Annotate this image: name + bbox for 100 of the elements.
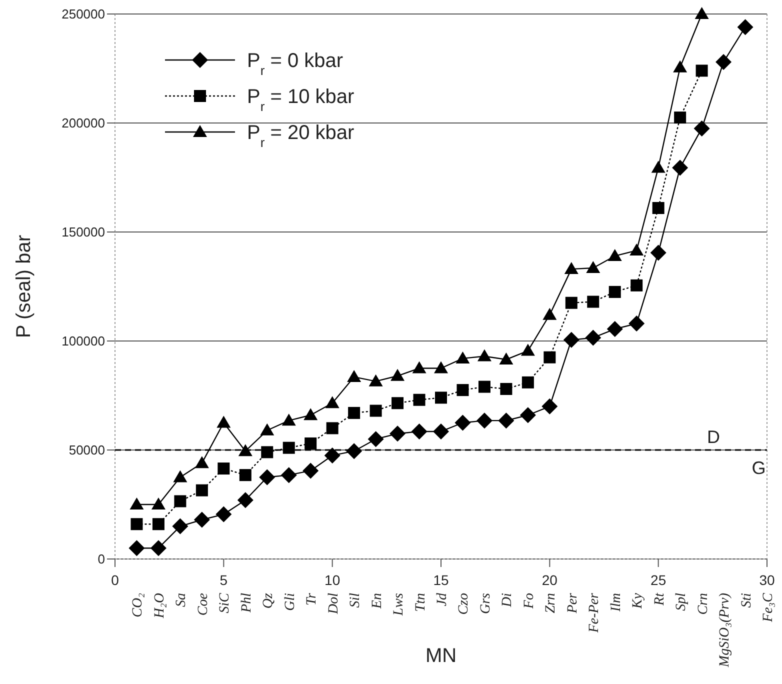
point	[696, 64, 708, 77]
text: Di	[500, 592, 516, 608]
text: Grs	[478, 592, 494, 614]
y-tick-label: 50000	[68, 442, 105, 458]
point	[368, 431, 384, 448]
point	[237, 492, 254, 508]
point	[390, 426, 406, 442]
text: Sti	[739, 592, 754, 608]
point	[412, 361, 426, 374]
text: Tr	[304, 592, 320, 606]
text: H₂O	[152, 593, 168, 620]
point	[652, 202, 664, 214]
text: Coe	[196, 593, 211, 616]
point	[304, 408, 318, 420]
point	[150, 540, 166, 556]
point	[672, 160, 688, 176]
point	[216, 506, 232, 522]
point	[128, 540, 145, 556]
point	[151, 498, 166, 510]
point	[152, 518, 164, 530]
point	[172, 518, 188, 534]
point	[563, 332, 580, 348]
point	[392, 397, 404, 410]
point	[260, 423, 274, 436]
point	[585, 330, 602, 346]
x-tick-label: 25	[650, 572, 666, 588]
point	[261, 446, 274, 458]
point	[326, 422, 338, 434]
point	[196, 484, 208, 496]
point	[282, 442, 295, 454]
point	[454, 414, 471, 431]
point	[324, 447, 340, 464]
text: Ky	[630, 592, 646, 610]
text: Crn	[696, 593, 711, 615]
y-tick-label: 0	[98, 552, 105, 567]
point	[630, 279, 643, 292]
point	[650, 244, 666, 261]
point	[694, 7, 709, 19]
x-tick-label: 5	[220, 572, 228, 588]
point	[628, 316, 645, 332]
text: Dol	[326, 592, 342, 615]
text: Fo	[522, 593, 537, 610]
point	[476, 412, 492, 429]
text: En	[370, 593, 385, 610]
point	[478, 380, 490, 393]
point	[716, 54, 732, 70]
text: MgSiO₃(Prv)	[718, 592, 733, 668]
point	[586, 260, 600, 273]
point	[413, 394, 426, 406]
point	[368, 374, 383, 386]
x-tick-label: 0	[111, 572, 120, 588]
point	[564, 262, 578, 274]
y-tick-label: 250000	[62, 6, 105, 22]
y-tick-label: 100000	[62, 334, 105, 349]
x-tick-label: 20	[542, 572, 558, 588]
text: Spl	[674, 592, 690, 611]
text: SiC	[218, 592, 233, 614]
point	[194, 512, 210, 528]
point	[173, 470, 188, 482]
legend-label: P$_{r}$ = 20 kbar	[247, 122, 355, 150]
point	[694, 120, 710, 136]
y-tick-label: 200000	[62, 116, 105, 131]
point	[239, 469, 252, 482]
point	[630, 244, 644, 256]
point	[520, 407, 536, 424]
point	[259, 469, 276, 486]
x-axis-title: MN	[425, 645, 457, 667]
point	[606, 321, 623, 338]
text: Gli	[282, 592, 298, 611]
ref-line-label: D	[707, 427, 720, 447]
text: Ttn	[413, 593, 428, 612]
point	[194, 456, 209, 468]
text: Jd	[435, 592, 450, 606]
point	[500, 382, 512, 395]
text: CO₂	[130, 592, 146, 618]
point	[673, 60, 688, 72]
point	[499, 352, 514, 365]
y-axis-title: P (seal) bar	[13, 234, 35, 338]
point	[587, 296, 600, 308]
point	[280, 467, 297, 484]
point	[544, 351, 556, 364]
point	[608, 248, 622, 261]
text: Fe₃C	[761, 592, 776, 623]
x-tick-label: 30	[759, 572, 775, 588]
point	[433, 423, 449, 440]
point	[302, 462, 319, 479]
point	[456, 384, 469, 396]
point	[238, 444, 252, 456]
point	[130, 518, 143, 530]
point	[411, 423, 428, 440]
text: Per	[565, 592, 580, 614]
point	[520, 344, 535, 356]
text: Ilm	[608, 593, 624, 613]
point	[565, 296, 578, 309]
point	[498, 412, 514, 429]
point	[435, 392, 447, 404]
point	[608, 286, 621, 298]
point	[282, 414, 296, 426]
text: Fe-Per	[587, 592, 602, 634]
point	[674, 112, 686, 124]
